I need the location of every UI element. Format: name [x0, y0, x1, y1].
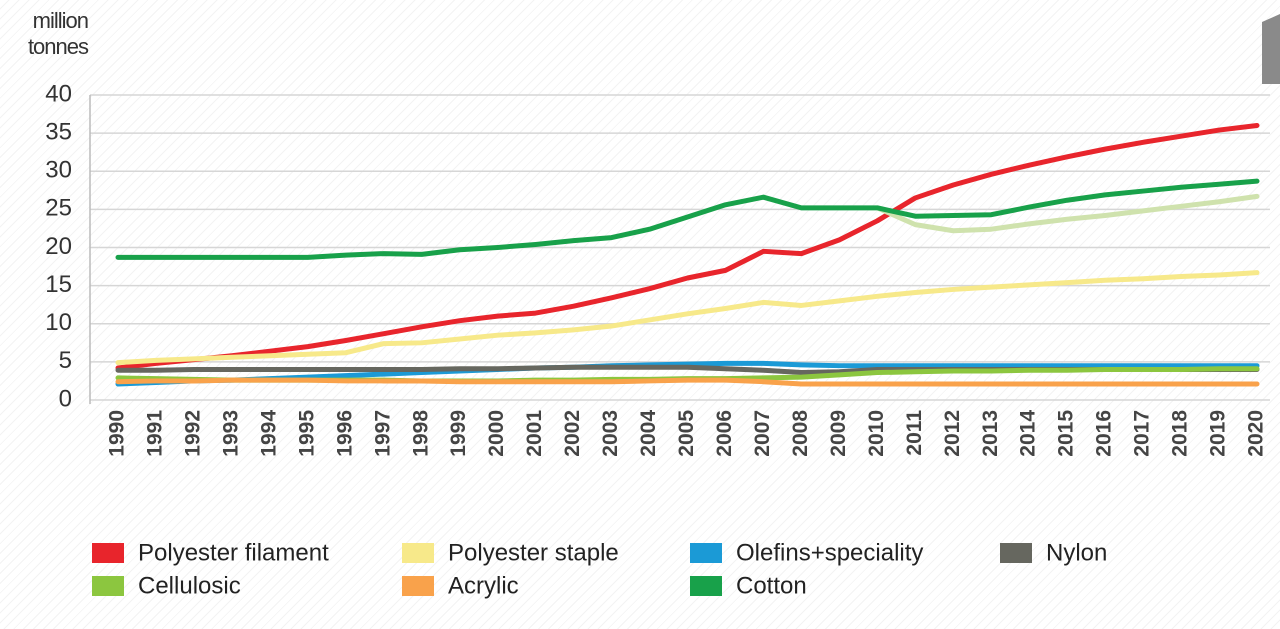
y-tick-label: 30 — [45, 157, 72, 184]
series-line — [115, 270, 1260, 366]
y-tick-label: 20 — [45, 233, 72, 260]
legend-label: Polyester filament — [138, 539, 329, 566]
x-tick-label: 1993 — [219, 410, 242, 457]
series-line — [115, 360, 1260, 387]
y-axis-label: tonnes — [28, 34, 89, 59]
legend-swatch — [690, 576, 722, 596]
x-tick-label: 1990 — [106, 410, 129, 457]
x-tick-label: 2011 — [903, 410, 926, 456]
x-tick-label: 1991 — [144, 410, 167, 457]
x-tick-label: 2000 — [485, 410, 508, 457]
legend-swatch — [1000, 543, 1032, 563]
x-tick-label: 2012 — [941, 410, 964, 457]
x-tick-label: 2018 — [1169, 410, 1192, 457]
x-tick-label: 2007 — [751, 410, 774, 457]
x-tick-label: 2020 — [1245, 410, 1268, 457]
series-line — [874, 193, 1260, 234]
y-tick-label: 0 — [59, 385, 72, 412]
x-tick-label: 2017 — [1131, 410, 1154, 457]
x-tick-label: 2005 — [675, 410, 698, 457]
x-tick-label: 2003 — [599, 410, 622, 457]
y-tick-label: 35 — [45, 118, 72, 145]
y-tick-label: 15 — [45, 271, 72, 298]
x-tick-label: 2016 — [1093, 410, 1116, 457]
x-tick-label: 1994 — [257, 410, 280, 457]
legend-label: Cellulosic — [138, 572, 241, 599]
legend-label: Cotton — [736, 572, 807, 599]
x-tick-label: 2008 — [789, 410, 812, 457]
legend-label: Acrylic — [448, 572, 519, 599]
series-line — [115, 178, 1260, 260]
y-tick-label: 25 — [45, 195, 72, 222]
y-tick-label: 40 — [45, 80, 72, 107]
legend-label: Olefins+speciality — [736, 539, 923, 566]
x-tick-label: 1995 — [295, 410, 318, 457]
x-tick-label: 2001 — [523, 410, 546, 457]
x-tick-label: 2006 — [713, 410, 736, 457]
legend-swatch — [92, 576, 124, 596]
legend-swatch — [402, 543, 434, 563]
y-tick-label: 10 — [45, 309, 72, 336]
y-axis-label: million — [33, 8, 88, 33]
legend-label: Polyester staple — [448, 539, 619, 566]
x-tick-label: 2004 — [637, 410, 660, 457]
x-tick-label: 2015 — [1055, 410, 1078, 457]
series-line — [115, 377, 1260, 387]
x-tick-label: 2014 — [1017, 410, 1040, 457]
legend-swatch — [402, 576, 434, 596]
x-tick-label: 1997 — [371, 410, 394, 457]
x-tick-label: 2010 — [865, 410, 888, 457]
legend-swatch — [92, 543, 124, 563]
x-tick-label: 2009 — [827, 410, 850, 457]
x-tick-label: 2013 — [979, 410, 1002, 457]
x-tick-label: 2002 — [561, 410, 584, 457]
legend-label: Nylon — [1046, 539, 1107, 566]
corner-tab — [1262, 14, 1280, 84]
x-tick-label: 1999 — [447, 410, 470, 457]
legend-swatch — [690, 543, 722, 563]
y-tick-label: 5 — [59, 347, 72, 374]
series-line — [115, 123, 1260, 371]
x-tick-label: 1992 — [181, 410, 204, 457]
x-tick-label: 1998 — [409, 410, 432, 457]
x-tick-label: 2019 — [1207, 410, 1230, 457]
x-tick-label: 1996 — [333, 410, 356, 457]
